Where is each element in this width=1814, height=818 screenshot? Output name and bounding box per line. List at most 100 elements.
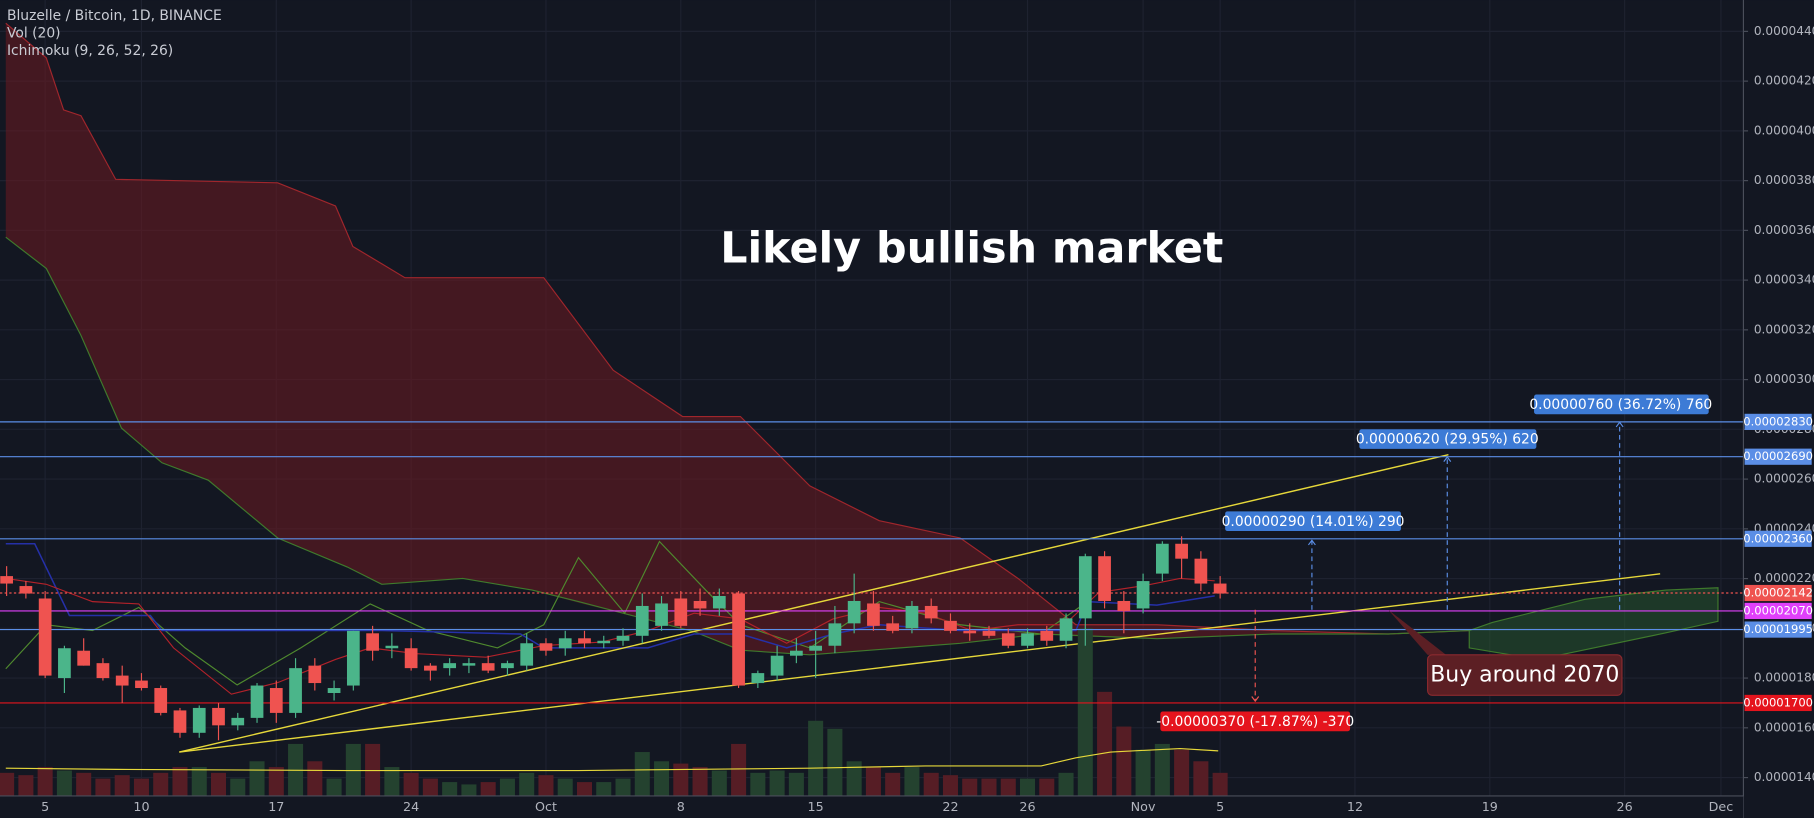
candle-body [231,717,245,726]
indicator-label: Vol (20) [7,26,61,42]
candle-body [385,645,399,649]
volume-bar [981,778,997,796]
candle-body [963,630,977,634]
candle-body [597,640,611,644]
y-tick-label: 0.00002600 [1754,472,1814,486]
candle-body [115,675,129,686]
measure-box [1534,394,1709,415]
volume-bar [1212,772,1228,796]
volume-bar [1174,749,1190,796]
volume-bar [615,778,631,796]
volume-bar [942,775,958,796]
candle-body [481,663,495,671]
candle-body [346,630,360,686]
volume-bar [750,772,766,796]
candle-body [1155,543,1169,574]
candle-body [693,600,707,609]
candle-body [655,603,668,626]
y-tick-label: 0.00004400 [1754,24,1814,38]
candle-body [192,707,206,733]
time-axis [0,795,1744,818]
y-tick-label: 0.00003200 [1754,322,1814,336]
arrow-head [1251,696,1260,703]
volume-bar [442,782,458,796]
candle-body [404,648,418,669]
y-tick-label: 0.00003000 [1754,372,1814,386]
volume-bar [673,763,689,796]
candle-body [1194,558,1208,584]
candle-body [289,668,302,713]
volume-bar [76,772,92,796]
candle-body [905,605,919,629]
candle-body [462,663,476,666]
x-tick-label: 8 [677,799,685,814]
candle-body [809,645,822,651]
measure-label: 0.00000760 (36.72%) 760 [1529,397,1712,413]
price-label-box [1744,448,1812,465]
candle-body [712,595,726,609]
volume-bar [634,752,650,796]
volume-bar [153,772,169,796]
volume-bar [904,767,920,796]
volume-bar [538,775,554,796]
x-tick-label: 26 [1019,799,1035,814]
price-label: 0.00001700 [1743,695,1813,709]
volume-bar [788,772,804,796]
arrow-head [1443,456,1452,462]
candle-body [269,688,283,713]
volume-bar [114,775,130,796]
candle-body [867,603,880,626]
volume-bar [596,782,612,796]
candle-body [19,586,33,594]
volume-bar [461,784,477,796]
volume-bar [808,720,824,796]
callout-text: Buy around 2070 [1430,663,1619,688]
x-tick-label: 19 [1482,799,1498,814]
volume-bar [268,767,284,796]
measure-label: 0.00000620 (29.95%) 620 [1356,432,1539,448]
arrow-heads [1251,421,1624,703]
y-tick-label: 0.00003600 [1754,223,1814,237]
candle-body [982,630,996,636]
volume-bar [654,761,670,796]
measure-label: 0.00000290 (14.01%) 290 [1222,514,1405,530]
candle-body [154,688,168,713]
volume-bar [731,743,747,796]
candle-body [539,643,553,651]
candle-body [790,650,803,656]
volume-bar [519,772,535,796]
x-tick-label: 17 [268,799,284,814]
volume-bar [480,782,496,796]
volume-bar [191,767,207,796]
price-label: 0.00001995 [1743,622,1813,636]
indicator-label: Ichimoku (9, 26, 52, 26) [7,43,173,59]
candle-body [1175,543,1188,559]
volume-bar [865,767,881,796]
candle-body [96,663,110,679]
x-tick-label: 24 [403,799,419,814]
volume-bar [95,778,111,796]
x-tick-label: 26 [1617,799,1633,814]
price-label: 0.00002830 [1743,414,1813,428]
volume-bar [846,761,862,796]
price-axis [1743,0,1814,818]
trend-line [179,573,1661,753]
volume-bar [230,778,246,796]
candle-body [308,665,322,684]
volume-bar [1097,691,1113,796]
price-label-box [1744,694,1812,712]
candle-body [770,655,784,676]
candle-body [944,620,957,631]
ichimoku-span-a [5,22,1470,635]
candle-body [1059,618,1073,641]
price-label: 0.00002070 [1743,603,1813,617]
price-label: 0.00002360 [1743,531,1813,545]
y-tick-label: 0.00003800 [1754,173,1814,187]
y-tick-label: 0.00004200 [1754,74,1814,88]
candle-body [1117,600,1131,611]
x-tick-label: 15 [808,799,824,814]
volume-bar [692,767,708,796]
volume-bar [962,778,978,796]
volume-bar [1058,772,1074,796]
